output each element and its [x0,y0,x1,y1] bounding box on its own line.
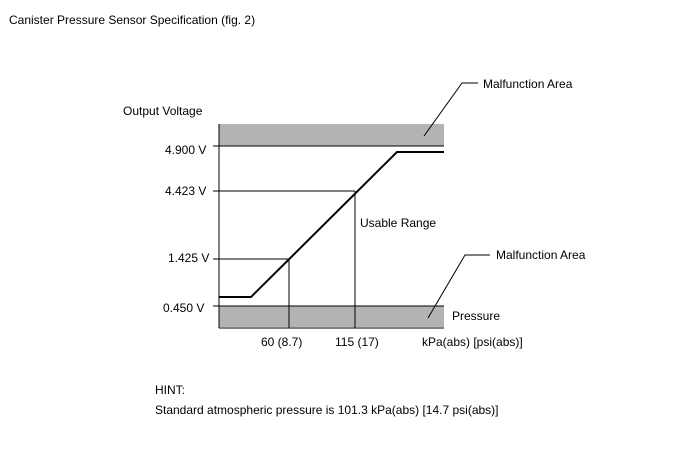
lower-malfunction-band [219,306,444,327]
usable-range-label: Usable Range [360,216,437,230]
upper-malfunction-leader [423,82,478,137]
upper-malfunction-band [219,124,444,146]
x-tick-label-115: 115 (17) [335,335,379,349]
y-axis-label: Output Voltage [123,104,203,118]
hint-title: HINT: [155,383,185,397]
figure-title: Canister Pressure Sensor Specification (… [9,13,256,27]
upper-malfunction-label: Malfunction Area [483,77,573,91]
x-tick-label-60: 60 (8.7) [261,335,303,349]
lower-malfunction-label: Malfunction Area [496,248,586,262]
y-tick-label-4423: 4.423 V [165,184,207,198]
y-tick-label-4900: 4.900 V [165,143,207,157]
x-axis-unit: kPa(abs) [psi(abs)] [422,335,523,349]
output-voltage-curve [219,151,444,298]
y-tick-label-0450: 0.450 V [163,301,205,315]
y-tick-label-1425: 1.425 V [168,251,210,265]
hint-text: Standard atmospheric pressure is 101.3 k… [155,403,499,417]
lower-malfunction-leader [427,254,490,319]
pressure-label: Pressure [452,309,501,323]
